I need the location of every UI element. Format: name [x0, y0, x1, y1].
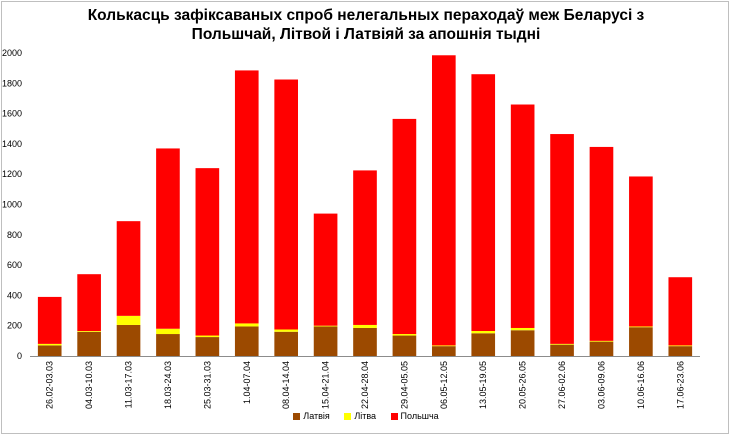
bar-segment-latvia	[234, 326, 259, 356]
bar-segment-poland	[668, 277, 693, 346]
bar-segment-lithuania	[471, 331, 496, 334]
x-tick-label: 10.06-16.06	[636, 361, 646, 409]
y-tick-label: 200	[7, 321, 22, 331]
bar-segment-poland	[37, 296, 62, 344]
bar-segment-lithuania	[274, 329, 298, 332]
bar-segment-latvia	[353, 327, 377, 356]
chart-title-line-2: Польшчай, Літвой і Латвіяй за апошнія ты…	[191, 26, 541, 43]
bar-segment-lithuania	[432, 345, 456, 347]
y-tick-label: 1800	[2, 78, 22, 88]
bar-segment-lithuania	[589, 340, 614, 342]
bar-segment-poland	[550, 134, 574, 344]
legend-label-latvia: Латвія	[303, 411, 330, 421]
y-tick-label: 1600	[2, 109, 22, 119]
x-tick-label: 11.03-17.03	[124, 361, 134, 408]
bar-segment-lithuania	[353, 324, 377, 328]
bar-segment-lithuania	[234, 323, 259, 327]
x-tick-label: 08.04-14.04	[281, 361, 291, 409]
chart-title-line-1: Колькасць зафіксаваных спроб нелегальных…	[87, 7, 645, 24]
bar-segment-poland	[234, 70, 259, 324]
x-tick-label: 22.04-28.04	[360, 361, 370, 409]
bar-segment-poland	[156, 148, 180, 329]
x-tick-label: 15.04-21.04	[321, 361, 331, 409]
bar-segment-poland	[313, 213, 338, 326]
y-tick-label: 600	[7, 260, 22, 270]
bar-segment-poland	[353, 170, 377, 325]
bar-segment-latvia	[116, 324, 141, 356]
bar-segment-latvia	[471, 333, 496, 356]
bar-segment-lithuania	[629, 326, 653, 328]
bar-segment-poland	[510, 104, 535, 328]
bar-segment-latvia	[156, 334, 180, 356]
x-tick-label: 25.03-31.03	[202, 361, 212, 409]
bar-segment-lithuania	[392, 334, 417, 336]
y-tick-label: 2000	[2, 48, 22, 58]
y-tick-label: 1000	[2, 200, 22, 210]
legend-swatch-latvia	[293, 413, 301, 420]
bar-segment-latvia	[550, 344, 574, 356]
x-tick-label: 29.04-05.05	[399, 361, 409, 409]
bar-segment-lithuania	[156, 328, 180, 335]
chart-title: Колькасць зафіксаваных спроб нелегальных…	[40, 6, 692, 44]
bar-segment-poland	[432, 55, 456, 346]
x-tick-label: 17.06-23.06	[675, 361, 685, 409]
y-tick-label: 1200	[2, 169, 22, 179]
legend-label-lithuania: Літва	[354, 411, 377, 421]
bar-segment-latvia	[510, 330, 535, 356]
bar-segment-poland	[629, 176, 653, 327]
y-tick-label: 800	[7, 230, 22, 240]
bar-segment-lithuania	[77, 331, 101, 332]
bar-segment-latvia	[629, 327, 653, 356]
y-tick-label: 400	[7, 290, 22, 300]
x-tick-label: 20.05-26.05	[518, 361, 528, 409]
bar-segment-poland	[392, 118, 417, 335]
bar-segment-poland	[77, 274, 101, 332]
x-tick-label: 03.06-09.06	[596, 361, 606, 409]
bar-segment-lithuania	[116, 315, 141, 325]
legend-item-poland: Польшча	[390, 411, 439, 421]
bar-segment-latvia	[392, 335, 417, 356]
bar-segment-lithuania	[510, 327, 535, 331]
bar-segment-lithuania	[668, 345, 693, 347]
bar-segment-poland	[589, 146, 614, 341]
x-tick-label: 04.03-10.03	[84, 361, 94, 409]
legend-swatch-lithuania	[344, 413, 352, 420]
y-tick-label: 1400	[2, 139, 22, 149]
bar-segment-latvia	[274, 331, 298, 356]
legend-swatch-poland	[390, 413, 398, 420]
legend-item-lithuania: Літва	[344, 411, 376, 421]
bar-segment-latvia	[195, 337, 220, 356]
bar-segment-poland	[471, 74, 496, 332]
x-tick-label: 26.02-03.03	[45, 361, 55, 409]
x-tick-label: 1.04-07.04	[242, 361, 252, 404]
bar-segment-latvia	[432, 346, 456, 356]
bar-segment-latvia	[313, 326, 338, 356]
y-tick-label: 0	[17, 351, 22, 361]
bar-segment-poland	[195, 168, 220, 336]
bar-segment-lithuania	[313, 325, 338, 327]
x-tick-label: 06.05-12.05	[439, 361, 449, 409]
chart-legend: Латвія Літва Польшча	[0, 411, 732, 421]
bar-segment-latvia	[668, 346, 693, 356]
legend-item-latvia: Латвія	[293, 411, 330, 421]
bar-segment-latvia	[77, 331, 101, 356]
bar-segment-lithuania	[195, 335, 220, 338]
bar-segment-poland	[116, 221, 141, 316]
bar-segment-poland	[274, 79, 298, 330]
bar-segment-lithuania	[550, 343, 574, 345]
bar-segment-lithuania	[37, 343, 62, 346]
bar-segment-latvia	[37, 345, 62, 356]
legend-label-poland: Польшча	[400, 411, 439, 421]
x-tick-label: 27.06-02.06	[557, 361, 567, 409]
x-tick-label: 18.03-24.03	[163, 361, 173, 409]
x-tick-label: 13.05-19.05	[478, 361, 488, 409]
bar-segment-latvia	[589, 341, 614, 356]
